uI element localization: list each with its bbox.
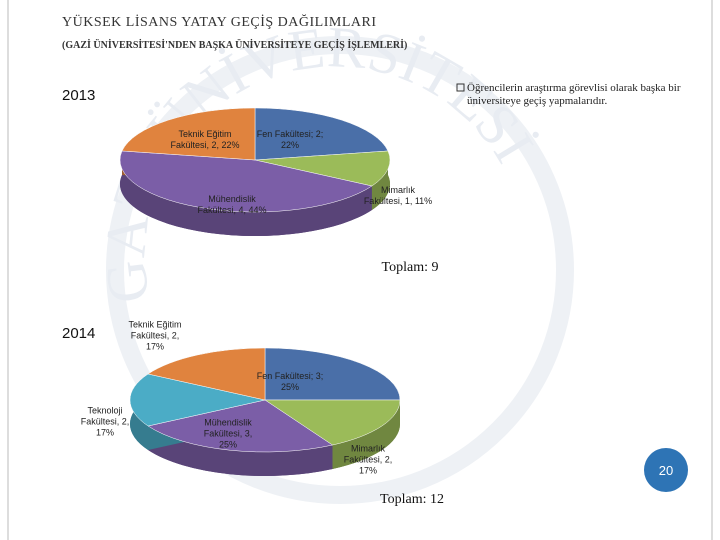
- data-label: Mimarlık Fakültesi, 1, 11%: [363, 185, 433, 206]
- pie-slice-side: [371, 150, 390, 210]
- pie-slice: [129, 373, 266, 427]
- chart-total: Toplam: 9: [382, 260, 439, 275]
- data-label: Teknoloji Fakültesi, 2, 17%: [80, 405, 130, 438]
- pie-slice: [264, 347, 401, 401]
- data-label: Mühendislik Fakültesi, 3, 25%: [203, 417, 253, 450]
- pie-slice: [119, 150, 373, 213]
- pie-slice: [121, 107, 256, 161]
- data-label: Mimarlık Fakültesi, 2, 17%: [343, 443, 393, 476]
- chart-title: 2013: [62, 87, 95, 104]
- page-badge: [644, 448, 688, 492]
- pie-slice: [147, 399, 334, 453]
- data-label: Teknik Eğitim Fakültesi, 2, 17%: [128, 319, 182, 352]
- data-label: Mühendislik Fakültesi, 4, 44%: [197, 194, 267, 215]
- pie-slice: [254, 107, 389, 161]
- watermark-ring: [106, 36, 574, 504]
- pie-slice-side: [148, 426, 333, 476]
- pie-slice: [264, 399, 401, 446]
- pie-slice: [254, 150, 391, 187]
- slide-subtitle: (GAZİ ÜNİVERSİTESİ'NDEN BAŞKA ÜNİVERSİTE…: [62, 38, 407, 51]
- data-label: Fen Fakültesi; 3; 25%: [256, 371, 324, 392]
- slide-title: YÜKSEK LİSANS YATAY GEÇİŞ DAĞILIMLARI: [62, 13, 377, 30]
- data-label: Fen Fakültesi; 2; 22%: [256, 129, 324, 150]
- note: Öğrencilerin araştırma görevlisi olarak …: [467, 82, 681, 107]
- chart-total: Toplam: 12: [380, 492, 444, 507]
- pie-slice-side: [119, 150, 372, 237]
- chart-title: 2014: [62, 325, 95, 342]
- pie-slice: [147, 347, 266, 401]
- bullet: [456, 83, 465, 92]
- data-label: Teknik Eğitim Fakültesi, 2, 22%: [170, 129, 240, 150]
- page-number: 20: [659, 463, 673, 478]
